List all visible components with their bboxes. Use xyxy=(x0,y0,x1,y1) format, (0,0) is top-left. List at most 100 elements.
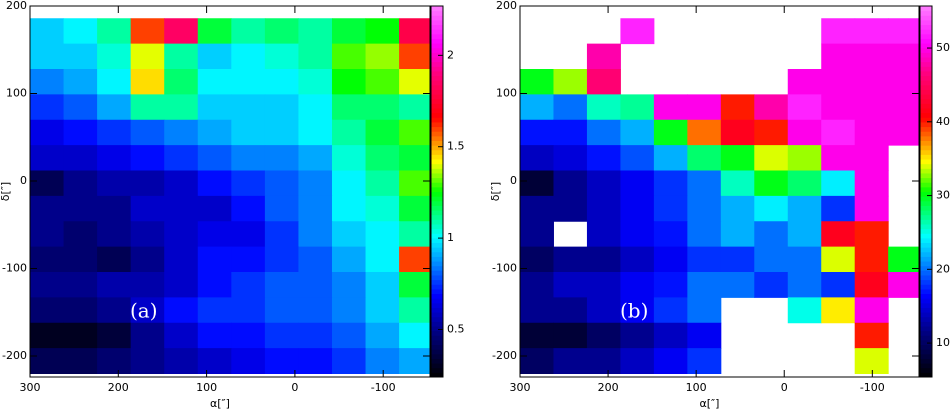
cell xyxy=(264,221,299,248)
colorbar-tick-label: 0.5 xyxy=(447,322,465,335)
colorbar-step xyxy=(431,321,443,327)
cell xyxy=(365,322,400,349)
cell xyxy=(197,221,232,248)
cell xyxy=(620,119,655,146)
cell xyxy=(787,272,822,298)
colorbar-step xyxy=(920,135,932,141)
x-tick-label: 200 xyxy=(598,381,619,394)
colorbar-step xyxy=(431,117,443,123)
cell xyxy=(821,119,856,146)
cell xyxy=(30,170,65,197)
colorbar-step xyxy=(431,219,443,225)
cell xyxy=(787,69,822,95)
cell xyxy=(97,322,132,349)
cell xyxy=(687,246,722,273)
panel: 300 200 100 0 -100 200 100 0 -100 -200 α[″] δ[″] (b)… xyxy=(489,0,950,410)
colorbar-step xyxy=(431,126,443,132)
colorbar-step xyxy=(431,274,443,281)
cell xyxy=(197,119,232,146)
cell xyxy=(130,94,165,121)
cell xyxy=(365,221,400,248)
colorbar-step xyxy=(920,126,932,132)
colorbar-step xyxy=(920,145,932,151)
cell xyxy=(63,195,98,222)
cell xyxy=(298,43,333,70)
y-axis-label: δ[″] xyxy=(489,182,502,201)
cell xyxy=(620,94,655,121)
cell xyxy=(130,18,165,45)
cell xyxy=(888,18,919,45)
cell xyxy=(264,69,299,95)
cell xyxy=(720,246,755,273)
cell xyxy=(264,348,299,374)
cell xyxy=(264,145,299,171)
colorbar-tick-label: 1.5 xyxy=(447,140,465,153)
cell xyxy=(687,348,722,374)
cell xyxy=(520,221,554,248)
cell xyxy=(720,119,755,146)
colorbar-step xyxy=(920,196,932,202)
cell xyxy=(298,272,333,298)
colorbar-tick-label: 10 xyxy=(936,336,950,349)
y-tick-label: 200 xyxy=(6,0,27,12)
colorbar-step xyxy=(431,312,443,318)
cell xyxy=(754,119,789,146)
colorbar-step xyxy=(920,247,932,253)
cell xyxy=(586,94,621,121)
colorbar-step xyxy=(920,75,932,81)
colorbar-step xyxy=(920,363,932,369)
cell xyxy=(63,272,98,298)
cell xyxy=(331,348,367,374)
cell xyxy=(399,119,430,146)
x-axis-label: α[″] xyxy=(210,397,230,410)
colorbar-step xyxy=(920,47,932,53)
colorbar-step xyxy=(920,349,932,355)
cell xyxy=(620,297,655,324)
cell xyxy=(787,145,822,171)
cell xyxy=(331,119,367,146)
cell xyxy=(130,170,165,197)
colorbar-step xyxy=(920,140,932,146)
cell xyxy=(888,94,919,121)
colorbar-step xyxy=(920,6,932,12)
cell xyxy=(399,272,430,298)
colorbar-step xyxy=(431,186,443,192)
cell xyxy=(520,119,554,146)
cell xyxy=(553,94,588,121)
cell xyxy=(620,195,655,222)
cell xyxy=(854,18,889,45)
cell xyxy=(197,195,232,222)
cell xyxy=(687,94,722,121)
cell xyxy=(331,195,367,222)
y-tick-label: 200 xyxy=(496,0,517,12)
cell xyxy=(653,195,688,222)
cell xyxy=(63,94,98,121)
colorbar-step xyxy=(920,94,932,100)
cell xyxy=(298,322,333,349)
cell xyxy=(586,272,621,298)
cell xyxy=(164,170,199,197)
cell xyxy=(197,69,232,95)
cell xyxy=(130,145,165,171)
cell xyxy=(586,69,621,95)
colorbar-tick-label: 50 xyxy=(936,41,950,54)
cell xyxy=(821,195,856,222)
colorbar-step xyxy=(920,372,932,378)
cells xyxy=(520,18,919,374)
cell xyxy=(97,272,132,298)
cell xyxy=(687,272,722,298)
cell xyxy=(854,94,889,121)
cell xyxy=(197,18,232,45)
cell xyxy=(653,297,688,324)
panel: 300 200 100 0 -100 200 100 0 -100 -200 α[″] δ[″] (a)… xyxy=(0,0,465,410)
cell xyxy=(97,119,132,146)
cell xyxy=(787,297,822,324)
cell xyxy=(164,195,199,222)
colorbar-step xyxy=(431,344,443,350)
colorbar-step xyxy=(431,358,443,364)
cell xyxy=(365,297,400,324)
cell xyxy=(298,94,333,121)
cell xyxy=(97,348,132,374)
cell xyxy=(620,145,655,171)
colorbar-step xyxy=(431,10,443,16)
